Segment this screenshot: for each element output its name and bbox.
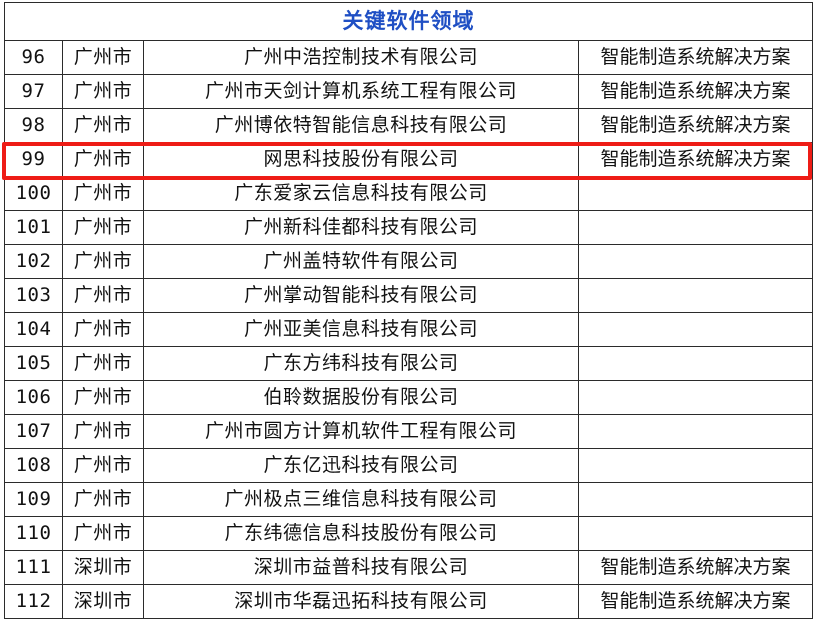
row-index-cell: 107 <box>4 414 63 449</box>
page-title: 关键软件领域 <box>342 10 475 33</box>
table-row: 109 广州市 广州极点三维信息科技有限公司 <box>4 482 813 517</box>
table-row: 101 广州市 广州新科佳都科技有限公司 <box>4 210 813 245</box>
row-company-cell: 深圳市华磊迅拓科技有限公司 <box>143 584 579 619</box>
row-index-cell: 112 <box>4 584 63 619</box>
row-city-cell: 广州市 <box>62 346 144 381</box>
row-index-cell: 109 <box>4 482 63 517</box>
row-field-cell <box>578 516 813 551</box>
row-company-cell: 广东爱家云信息科技有限公司 <box>143 176 579 211</box>
table-header-row: 关键软件领域 <box>4 2 813 41</box>
table-title-cell: 关键软件领域 <box>4 2 813 41</box>
row-field-cell: 智能制造系统解决方案 <box>578 550 813 585</box>
row-city-cell: 广州市 <box>62 142 144 177</box>
row-company-cell: 广州亚美信息科技有限公司 <box>143 312 579 347</box>
row-company-cell: 深圳市益普科技有限公司 <box>143 550 579 585</box>
row-index-cell: 96 <box>4 40 63 75</box>
row-city-cell: 广州市 <box>62 210 144 245</box>
row-field-cell <box>578 380 813 415</box>
row-field-cell: 智能制造系统解决方案 <box>578 584 813 619</box>
row-company-cell: 广州盖特软件有限公司 <box>143 244 579 279</box>
table-row: 105 广州市 广东方纬科技有限公司 <box>4 346 813 381</box>
row-index-cell: 100 <box>4 176 63 211</box>
row-company-cell: 广州新科佳都科技有限公司 <box>143 210 579 245</box>
row-city-cell: 广州市 <box>62 176 144 211</box>
row-city-cell: 广州市 <box>62 244 144 279</box>
row-city-cell: 广州市 <box>62 278 144 313</box>
row-company-cell: 广州中浩控制技术有限公司 <box>143 40 579 75</box>
row-city-cell: 广州市 <box>62 74 144 109</box>
row-city-cell: 广州市 <box>62 40 144 75</box>
table-row: 107 广州市 广州市圆方计算机软件工程有限公司 <box>4 414 813 449</box>
row-city-cell: 广州市 <box>62 482 144 517</box>
row-field-cell: 智能制造系统解决方案 <box>578 40 813 75</box>
row-field-cell: 智能制造系统解决方案 <box>578 108 813 143</box>
row-index-cell: 106 <box>4 380 63 415</box>
row-index-cell: 105 <box>4 346 63 381</box>
row-company-cell: 广州掌动智能科技有限公司 <box>143 278 579 313</box>
row-index-cell: 110 <box>4 516 63 551</box>
row-field-cell <box>578 312 813 347</box>
row-field-cell <box>578 482 813 517</box>
row-company-cell: 广州市天剑计算机系统工程有限公司 <box>143 74 579 109</box>
row-company-cell: 广州博依特智能信息科技有限公司 <box>143 108 579 143</box>
table-row: 106 广州市 伯聆数据股份有限公司 <box>4 380 813 415</box>
row-index-cell: 98 <box>4 108 63 143</box>
key-software-field-table: 关键软件领域 96 广州市 广州中浩控制技术有限公司 智能制造系统解决方案 97 广州市广… <box>4 2 813 619</box>
row-index-cell: 97 <box>4 74 63 109</box>
table-row: 99 广州市 网思科技股份有限公司 智能制造系统解决方案 <box>4 142 813 177</box>
table-body: 关键软件领域 96 广州市 广州中浩控制技术有限公司 智能制造系统解决方案 97 广州市广… <box>4 2 813 619</box>
row-field-cell <box>578 278 813 313</box>
table-row: 110 广州市 广东纬德信息科技股份有限公司 <box>4 516 813 551</box>
row-company-cell: 广州极点三维信息科技有限公司 <box>143 482 579 517</box>
table-row: 103 广州市 广州掌动智能科技有限公司 <box>4 278 813 313</box>
row-field-cell: 智能制造系统解决方案 <box>578 74 813 109</box>
row-city-cell: 广州市 <box>62 414 144 449</box>
row-company-cell: 广东亿迅科技有限公司 <box>143 448 579 483</box>
row-index-cell: 104 <box>4 312 63 347</box>
table-row: 96 广州市 广州中浩控制技术有限公司 智能制造系统解决方案 <box>4 40 813 75</box>
row-index-cell: 111 <box>4 550 63 585</box>
row-city-cell: 广州市 <box>62 108 144 143</box>
row-company-cell: 广东纬德信息科技股份有限公司 <box>143 516 579 551</box>
row-field-cell <box>578 244 813 279</box>
table-row: 112 深圳市 深圳市华磊迅拓科技有限公司 智能制造系统解决方案 <box>4 584 813 619</box>
table-row: 97 广州市 广州市天剑计算机系统工程有限公司 智能制造系统解决方案 <box>4 74 813 109</box>
row-city-cell: 广州市 <box>62 312 144 347</box>
row-company-cell: 伯聆数据股份有限公司 <box>143 380 579 415</box>
row-field-cell <box>578 346 813 381</box>
row-index-cell: 101 <box>4 210 63 245</box>
row-city-cell: 广州市 <box>62 516 144 551</box>
table-row: 102 广州市 广州盖特软件有限公司 <box>4 244 813 279</box>
row-field-cell <box>578 176 813 211</box>
row-index-cell: 108 <box>4 448 63 483</box>
row-company-cell: 广州市圆方计算机软件工程有限公司 <box>143 414 579 449</box>
table-row: 108 广州市 广东亿迅科技有限公司 <box>4 448 813 483</box>
row-field-cell: 智能制造系统解决方案 <box>578 142 813 177</box>
row-index-cell: 99 <box>4 142 63 177</box>
table-row: 100 广州市 广东爱家云信息科技有限公司 <box>4 176 813 211</box>
row-index-cell: 102 <box>4 244 63 279</box>
table-row: 98 广州市 广州博依特智能信息科技有限公司 智能制造系统解决方案 <box>4 108 813 143</box>
row-city-cell: 广州市 <box>62 380 144 415</box>
table-row: 111 深圳市 深圳市益普科技有限公司 智能制造系统解决方案 <box>4 550 813 585</box>
row-city-cell: 深圳市 <box>62 550 144 585</box>
row-field-cell <box>578 448 813 483</box>
row-company-cell: 广东方纬科技有限公司 <box>143 346 579 381</box>
row-city-cell: 广州市 <box>62 448 144 483</box>
row-field-cell <box>578 414 813 449</box>
table-row: 104 广州市 广州亚美信息科技有限公司 <box>4 312 813 347</box>
row-company-cell: 网思科技股份有限公司 <box>143 142 579 177</box>
row-index-cell: 103 <box>4 278 63 313</box>
row-field-cell <box>578 210 813 245</box>
row-city-cell: 深圳市 <box>62 584 144 619</box>
